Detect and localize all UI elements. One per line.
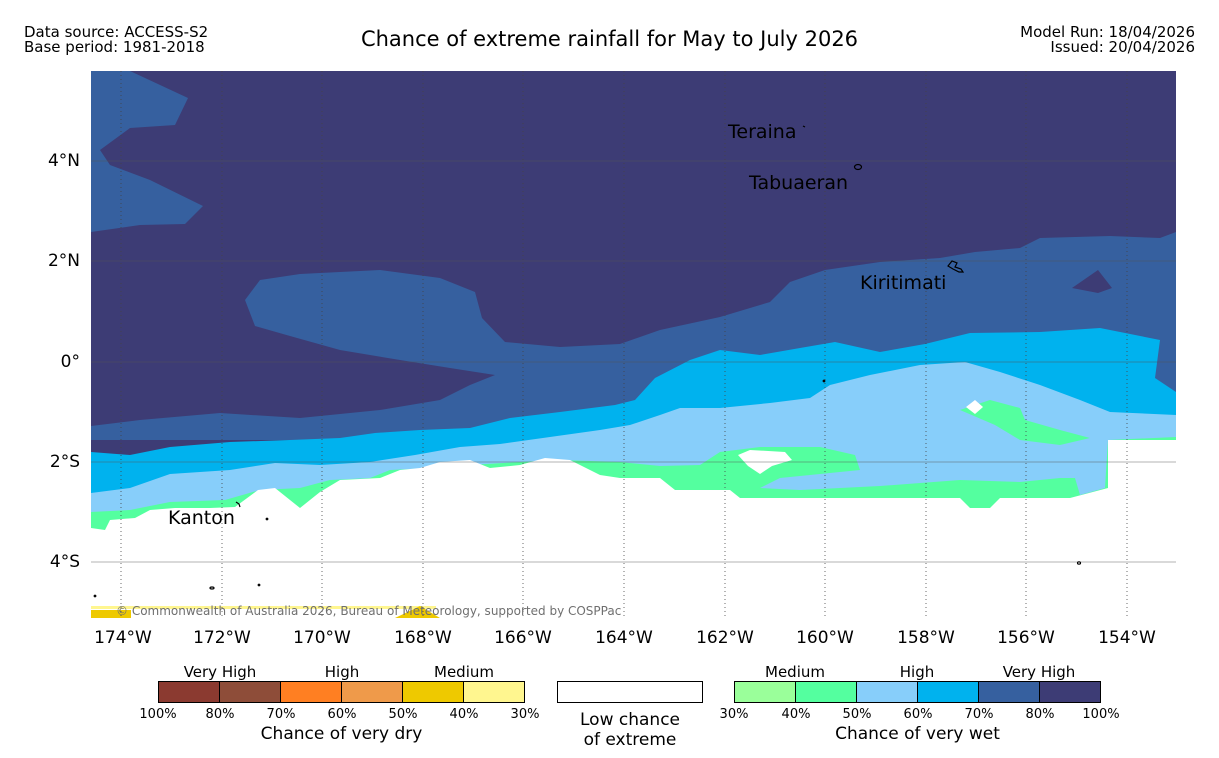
- low-chance-diamond: [966, 400, 983, 414]
- dry-tick-40: 40%: [449, 707, 479, 722]
- wet-tick-30: 30%: [719, 707, 749, 722]
- lon-label-166w: 166°W: [494, 628, 552, 648]
- lon-label-174w: 174°W: [94, 628, 152, 648]
- lon-label-170w: 170°W: [293, 628, 351, 648]
- dry-tick-30: 30%: [510, 707, 540, 722]
- low-chance-region: [91, 440, 1176, 618]
- copyright-credit: © Commonwealth of Australia 2026, Bureau…: [116, 604, 622, 618]
- dry-swatch-80-70: [220, 681, 281, 703]
- lat-label-2n: 2°N: [47, 251, 80, 271]
- islet-6: [822, 379, 826, 383]
- low-chance-line2: of extreme: [583, 730, 677, 750]
- wet-swatch-30-40: [734, 681, 796, 703]
- lat-label-4n: 4°N: [47, 151, 80, 171]
- place-label-kanton: Kanton: [168, 507, 235, 529]
- wet-header-high: High: [899, 663, 935, 681]
- islet-1: [265, 517, 269, 521]
- dry-header-high: High: [324, 663, 360, 681]
- issued-label: Issued: 20/04/2026: [1050, 38, 1195, 56]
- lon-label-154w: 154°W: [1098, 628, 1156, 648]
- lon-label-168w: 168°W: [394, 628, 452, 648]
- teraina-island: [802, 125, 806, 128]
- lon-label-158w: 158°W: [897, 628, 955, 648]
- tabuaeran-island: [853, 163, 863, 171]
- model-run-label: Model Run: 18/04/2026: [1020, 23, 1195, 41]
- kanton-island: [235, 501, 241, 508]
- lon-label-160w: 160°W: [796, 628, 854, 648]
- wet-swatch-50-60: [857, 681, 918, 703]
- lon-label-162w: 162°W: [696, 628, 754, 648]
- dry-50-strip-east: [395, 606, 440, 618]
- dry-tick-100: 100%: [139, 707, 177, 722]
- wet-swatch-60-70: [918, 681, 979, 703]
- base-period-label: Base period: 1981-2018: [24, 38, 205, 56]
- lat-label-4s: 4°S: [49, 552, 80, 572]
- data-source-label: Data source: ACCESS-S2: [24, 23, 209, 41]
- dry-legend-title: Chance of very dry: [260, 724, 423, 744]
- lat-label-0: 0°: [60, 352, 80, 372]
- islet-2: [209, 586, 215, 590]
- very-wet-pocket: [1072, 270, 1112, 293]
- islet-5: [1076, 561, 1082, 565]
- low-chance-swatch: [557, 681, 703, 703]
- lon-label-172w: 172°W: [193, 628, 251, 648]
- wet-tick-60: 60%: [903, 707, 933, 722]
- dry-swatch-40-30: [464, 681, 525, 703]
- lat-label-2s: 2°S: [49, 452, 80, 472]
- dry-header-medium: Medium: [434, 663, 494, 681]
- dry-40-strip: [91, 606, 436, 609]
- dry-swatch-100-80: [158, 681, 220, 703]
- place-label-teraina: Teraina: [728, 121, 797, 143]
- wet-tick-40: 40%: [781, 707, 811, 722]
- kiritimati-island: [947, 260, 965, 273]
- wet-tick-70: 70%: [964, 707, 994, 722]
- dry-swatch-60-50: [342, 681, 403, 703]
- dry-tick-80: 80%: [205, 707, 235, 722]
- dry-tick-60: 60%: [327, 707, 357, 722]
- lon-label-164w: 164°W: [595, 628, 653, 648]
- dry-header-very-high: Very High: [183, 663, 257, 681]
- dry-50-strip-west: [91, 610, 131, 618]
- dry-tick-50: 50%: [388, 707, 418, 722]
- wet-header-very-high: Very High: [1002, 663, 1076, 681]
- low-chance-line1: Low chance: [580, 710, 680, 730]
- wet-tick-80: 80%: [1025, 707, 1055, 722]
- lon-label-156w: 156°W: [997, 628, 1055, 648]
- dry-tick-70: 70%: [266, 707, 296, 722]
- wet-header-medium: Medium: [765, 663, 825, 681]
- place-label-tabuaeran: Tabuaeran: [749, 172, 849, 194]
- latitude-gridlines: [91, 160, 1176, 563]
- wet-swatch-80-100: [1040, 681, 1101, 703]
- island-outlines: [93, 125, 1082, 598]
- header-left: Data source: ACCESS-S2 Base period: 1981…: [24, 25, 208, 55]
- wet-legend-title: Chance of very wet: [835, 724, 1000, 744]
- dry-swatch-50-40: [403, 681, 464, 703]
- dry-swatch-70-60: [281, 681, 342, 703]
- header-right: Model Run: 18/04/2026 Issued: 20/04/2026: [1020, 25, 1195, 55]
- wet-swatch-40-50: [796, 681, 857, 703]
- place-label-kiritimati: Kiritimati: [860, 272, 947, 294]
- islet-3: [257, 583, 261, 587]
- wet-tick-50: 50%: [842, 707, 872, 722]
- map-title: Chance of extreme rainfall for May to Ju…: [360, 27, 859, 51]
- wet-tick-100: 100%: [1082, 707, 1120, 722]
- wet-swatch-70-80: [979, 681, 1040, 703]
- low-chance-label: Low chance of extreme: [540, 710, 720, 750]
- islet-4: [93, 594, 97, 598]
